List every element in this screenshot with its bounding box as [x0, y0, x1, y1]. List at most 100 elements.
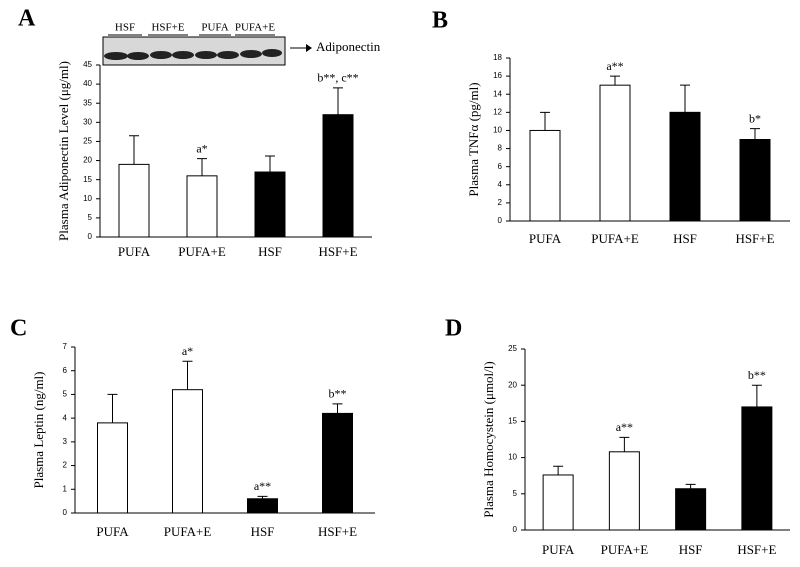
error-bar: [265, 155, 275, 173]
annotation: b*: [749, 111, 761, 125]
y-tick-label: 25: [508, 344, 517, 353]
blot-lane-label: HSF: [115, 22, 135, 34]
x-tick-label: HSF+E: [737, 542, 776, 557]
y-axis-label: Plasma Leptin (ng/ml): [31, 372, 46, 489]
error-bar: [257, 495, 268, 499]
y-tick-label: 4: [498, 180, 503, 189]
x-tick-label: PUFA: [118, 244, 151, 259]
y-tick-label: 7: [63, 342, 68, 351]
y-tick-label: 0: [63, 508, 68, 517]
y-tick-label: 8: [498, 144, 503, 153]
panel-letter: D: [445, 316, 462, 342]
y-tick-label: 3: [63, 437, 68, 446]
error-bar: [129, 135, 139, 165]
bar: [97, 422, 128, 514]
error-bar: [680, 84, 690, 113]
x-tick-label: HSF+E: [318, 524, 357, 539]
y-tick-label: 15: [508, 417, 517, 426]
bar: [186, 175, 218, 238]
error-bar: [750, 128, 760, 140]
blot-arrowhead: [306, 44, 312, 52]
x-tick-label: HSF: [251, 524, 275, 539]
bar: [322, 114, 354, 238]
blot-bands: [104, 49, 282, 60]
bar: [529, 129, 561, 222]
bar: [247, 498, 278, 514]
annotation: a**: [606, 59, 623, 73]
y-tick-label: 4: [63, 413, 68, 422]
x-tick-label: HSF+E: [318, 244, 357, 259]
y-tick-label: 0: [513, 525, 518, 534]
y-axis-label: Plasma TNFα (pg/ml): [466, 82, 481, 196]
y-tick-label: 40: [83, 79, 92, 88]
y-tick-label: 15: [83, 175, 92, 184]
bar: [322, 412, 353, 514]
blot-lane-label: HSF+E: [151, 22, 184, 34]
error-bar: [332, 403, 343, 414]
x-tick-label: PUFA+E: [591, 231, 639, 246]
y-tick-label: 12: [493, 107, 502, 116]
y-tick-label: 45: [83, 60, 92, 69]
annotation: b**: [748, 368, 766, 382]
x-tick-label: PUFA: [96, 524, 129, 539]
x-tick-label: HSF: [258, 244, 282, 259]
bar: [542, 474, 574, 531]
bar: [675, 488, 707, 531]
y-tick-label: 6: [498, 162, 503, 171]
bar: [118, 163, 150, 238]
error-bar: [107, 393, 118, 423]
blot-lane-label: PUFA+E: [235, 22, 276, 34]
error-bar: [197, 158, 207, 176]
y-axis-label: Plasma Adiponectin Level (μg/ml): [56, 61, 71, 241]
y-tick-label: 30: [83, 117, 92, 126]
panel-letter: B: [432, 8, 448, 34]
x-tick-label: PUFA+E: [178, 244, 226, 259]
x-tick-label: PUFA: [542, 542, 575, 557]
panel-letter: C: [10, 316, 27, 342]
y-axis-label: Plasma Homocystein (μmol/l): [481, 361, 496, 517]
bar: [599, 84, 631, 222]
panel-letter: A: [18, 6, 36, 32]
bar: [172, 389, 203, 514]
error-bar: [685, 483, 696, 489]
y-tick-label: 18: [493, 53, 502, 62]
y-tick-label: 10: [83, 194, 92, 203]
y-tick-label: 35: [83, 98, 92, 107]
x-tick-label: PUFA+E: [601, 542, 649, 557]
x-tick-label: HSF: [673, 231, 697, 246]
bar: [608, 451, 640, 531]
annotation: a**: [254, 479, 271, 493]
bar: [669, 111, 701, 222]
y-tick-label: 2: [498, 198, 503, 207]
x-tick-label: HSF: [679, 542, 703, 557]
error-bar: [751, 384, 762, 407]
y-tick-label: 5: [88, 213, 93, 222]
y-tick-label: 20: [83, 156, 92, 165]
y-tick-label: 16: [493, 71, 502, 80]
y-tick-label: 0: [498, 216, 503, 225]
y-tick-label: 10: [493, 126, 502, 135]
annotation: a**: [616, 420, 633, 434]
x-tick-label: PUFA: [529, 231, 562, 246]
error-bar: [182, 360, 193, 390]
blot-label: Adiponectin: [316, 39, 381, 54]
bar: [739, 139, 771, 222]
annotation: b**: [329, 387, 347, 401]
x-tick-label: PUFA+E: [164, 524, 212, 539]
annotation: b**, c**: [317, 71, 358, 85]
error-bar: [619, 436, 630, 452]
y-tick-label: 5: [513, 489, 518, 498]
bar: [254, 171, 286, 238]
error-bar: [610, 75, 620, 86]
blot-lane-label: PUFA: [201, 22, 228, 34]
annotation: a*: [182, 344, 193, 358]
y-tick-label: 20: [508, 380, 517, 389]
error-bar: [333, 87, 343, 115]
error-bar: [553, 465, 564, 475]
y-tick-label: 1: [63, 484, 68, 493]
y-tick-label: 5: [63, 390, 68, 399]
annotation: a*: [196, 141, 207, 155]
bar: [741, 406, 773, 531]
x-tick-label: HSF+E: [735, 231, 774, 246]
